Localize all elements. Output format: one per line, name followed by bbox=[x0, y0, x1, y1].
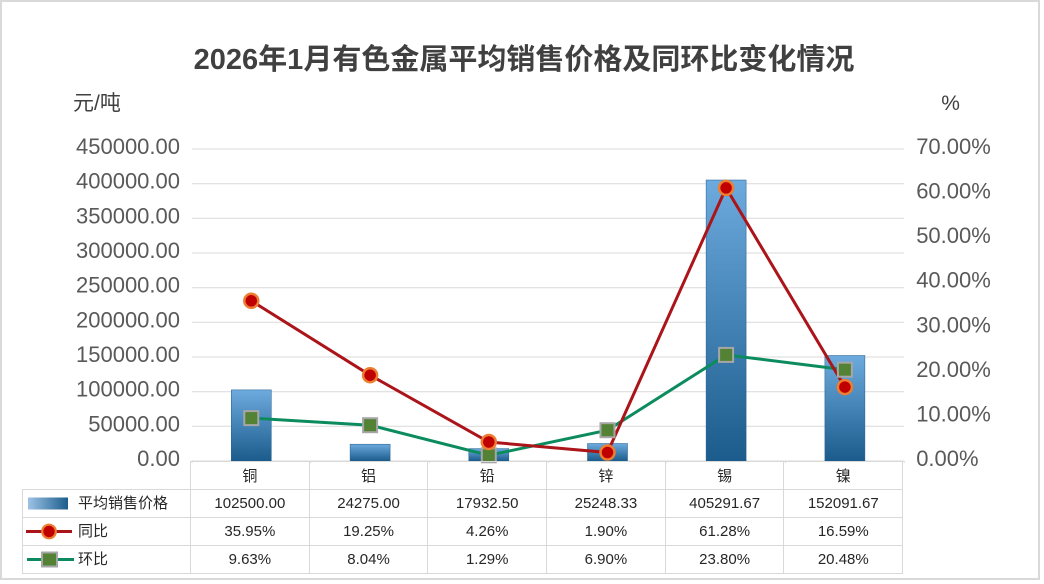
svg-text:60.00%: 60.00% bbox=[916, 179, 991, 204]
svg-text:10.00%: 10.00% bbox=[916, 401, 991, 426]
svg-text:同比: 同比 bbox=[78, 523, 108, 540]
svg-text:250000.00: 250000.00 bbox=[76, 273, 180, 298]
svg-text:50.00%: 50.00% bbox=[916, 223, 991, 248]
svg-text:300000.00: 300000.00 bbox=[76, 238, 180, 263]
svg-text:30.00%: 30.00% bbox=[916, 312, 991, 337]
svg-text:150000.00: 150000.00 bbox=[76, 342, 180, 367]
svg-text:400000.00: 400000.00 bbox=[76, 169, 180, 194]
svg-text:40.00%: 40.00% bbox=[916, 268, 991, 293]
svg-text:0.00%: 0.00% bbox=[916, 446, 978, 471]
svg-text:%: % bbox=[941, 92, 960, 115]
svg-text:100000.00: 100000.00 bbox=[76, 377, 180, 402]
svg-text:50000.00: 50000.00 bbox=[88, 411, 180, 436]
svg-text:平均销售价格: 平均销售价格 bbox=[78, 495, 168, 512]
svg-text:元/吨: 元/吨 bbox=[73, 92, 121, 115]
svg-text:20.00%: 20.00% bbox=[916, 357, 991, 382]
svg-text:环比: 环比 bbox=[78, 551, 108, 568]
svg-text:450000.00: 450000.00 bbox=[76, 134, 180, 159]
svg-text:70.00%: 70.00% bbox=[916, 134, 991, 159]
svg-text:350000.00: 350000.00 bbox=[76, 203, 180, 228]
svg-text:200000.00: 200000.00 bbox=[76, 307, 180, 332]
